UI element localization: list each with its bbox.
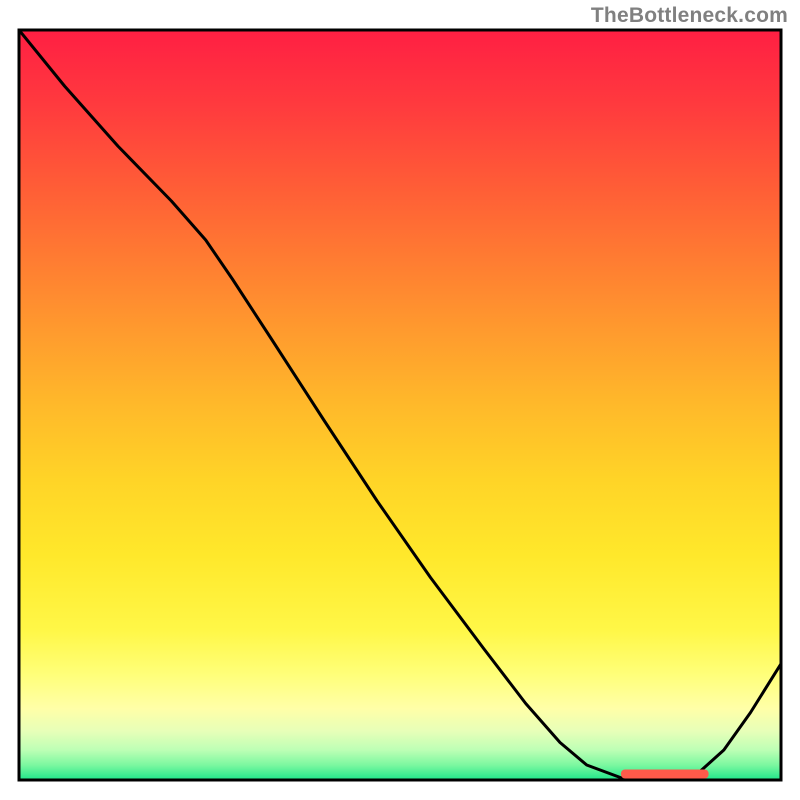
watermark-text: TheBottleneck.com xyxy=(591,4,788,28)
chart-container: TheBottleneck.com xyxy=(0,0,800,800)
bottleneck-chart xyxy=(0,0,800,800)
